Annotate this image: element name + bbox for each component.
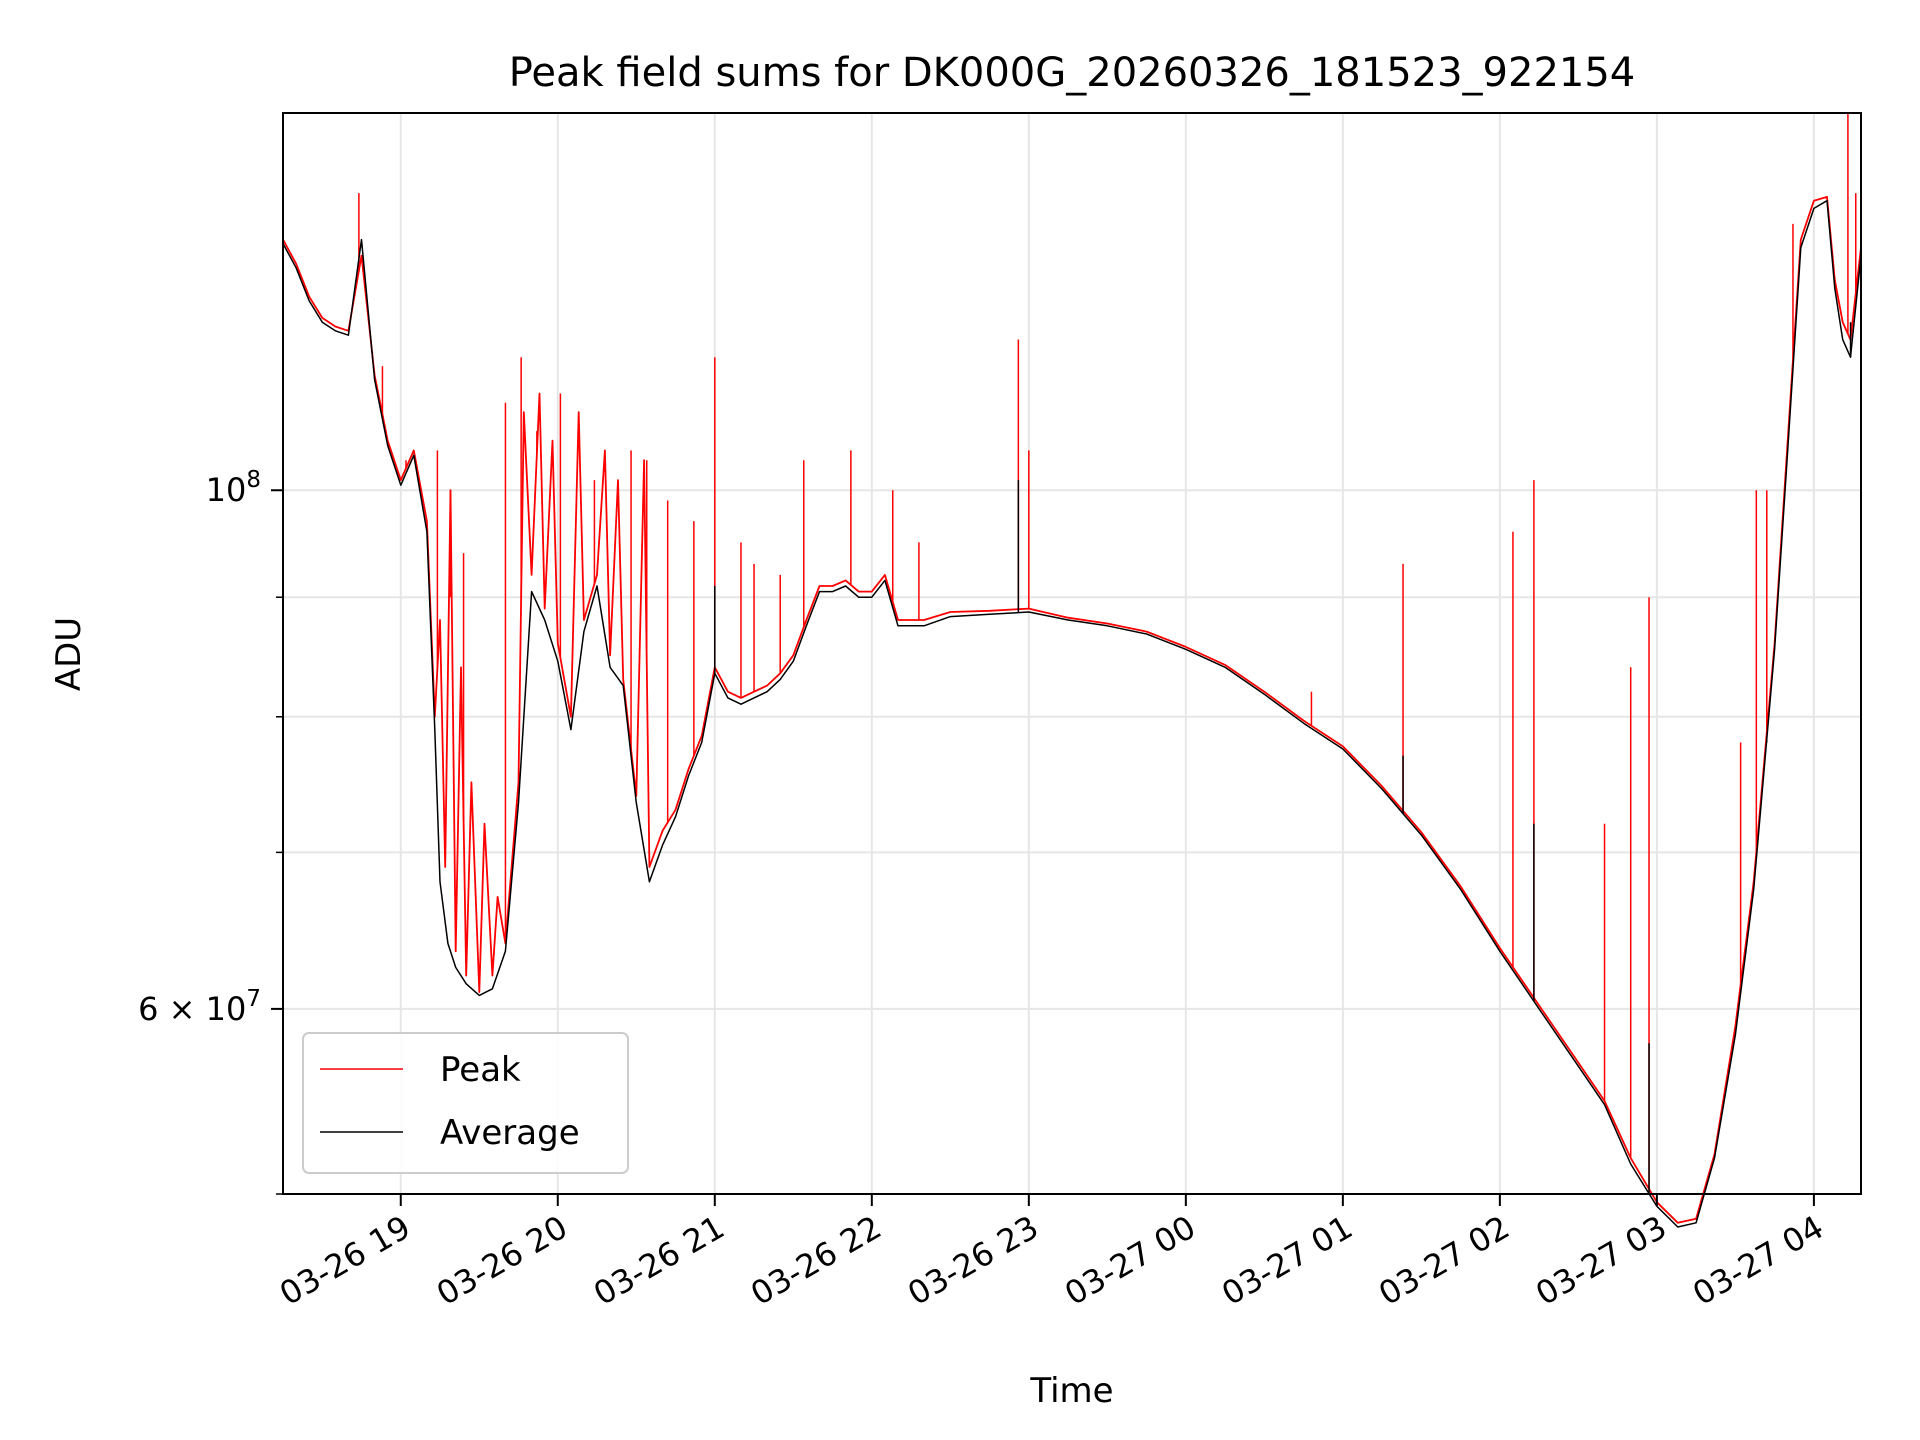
grid-layer (283, 113, 1861, 1195)
legend-box (302, 1032, 629, 1174)
series-layer (282, 113, 1862, 1228)
legend-peak-label: Peak (440, 1050, 521, 1090)
legend-average-label: Average (440, 1113, 580, 1153)
y-tick-label: 108 (206, 467, 261, 509)
chart-title: Peak field sums for DK000G_20260326_1815… (509, 50, 1636, 96)
legend: Peak Average (302, 1032, 629, 1174)
series-line-average (282, 199, 1862, 1228)
plot-frame (282, 112, 1862, 1195)
x-axis-title: Time (1029, 1371, 1113, 1411)
y-axis-title: ADU (49, 617, 89, 691)
y-tick-label: 6 × 107 (138, 986, 261, 1028)
